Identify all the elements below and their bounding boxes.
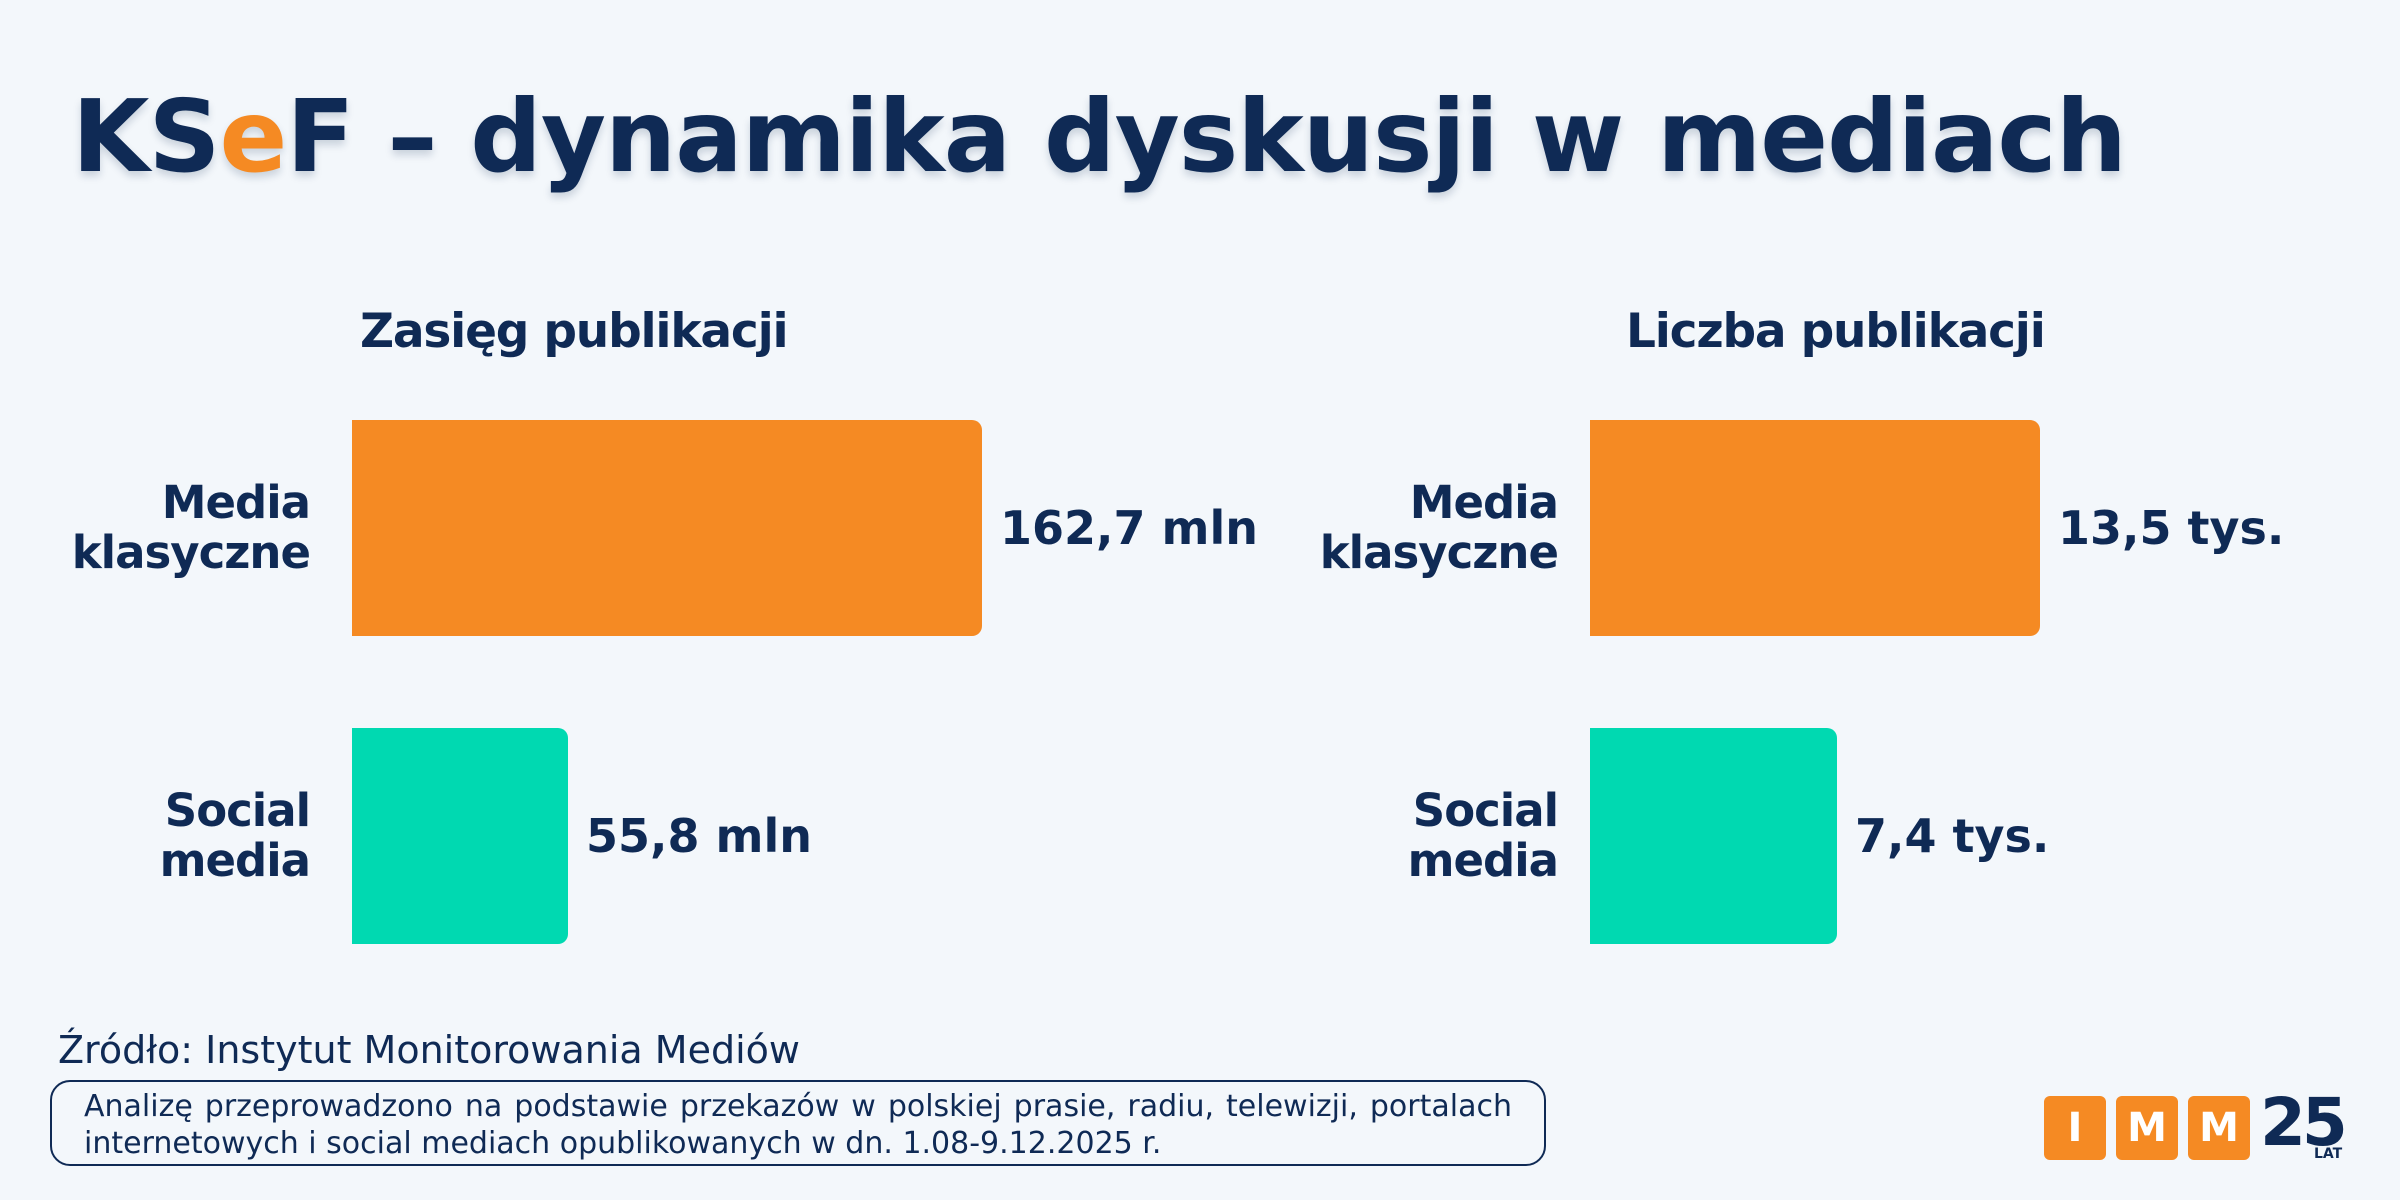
logo-anniversary-lat: LAT — [2314, 1146, 2343, 1162]
chart-title-count: Liczba publikacji — [1626, 304, 2046, 359]
imm-logo: I M M 25 LAT — [2044, 1086, 2364, 1164]
chart-count: Liczba publikacji Media klasyczne 13,5 tys… — [1240, 290, 2340, 970]
value-label-reach-2: 55,8 mln — [586, 809, 812, 863]
title-accent-e: e — [219, 78, 288, 195]
source-text: Źródło: Instytut Monitorowania Mediów — [58, 1028, 800, 1072]
bar-count-2 — [1590, 728, 1837, 944]
chart-reach: Zasięg publikacji Media klasyczne 162,7 ml… — [0, 290, 1258, 970]
category-label-count-1: Media klasyczne — [1319, 476, 1559, 579]
value-label-count-1: 13,5 tys. — [2058, 501, 2285, 555]
category-label-reach-1: Media klasyczne — [71, 476, 311, 579]
logo-tile-i: I — [2044, 1096, 2106, 1160]
methodology-note-text: Analizę przeprowadzono na podstawie prze… — [84, 1089, 1512, 1161]
category-label-count-2: Social media — [1407, 784, 1559, 887]
title-rest: F – dynamika dyskusji w mediach — [286, 78, 2127, 195]
category-label-reach-2: Social media — [159, 784, 311, 887]
logo-tile-m2: M — [2188, 1096, 2250, 1160]
logo-tile-m1: M — [2116, 1096, 2178, 1160]
bar-reach-1 — [352, 420, 982, 636]
title-ks: KS — [72, 78, 221, 195]
bar-reach-2 — [352, 728, 568, 944]
bar-count-1 — [1590, 420, 2040, 636]
methodology-note: Analizę przeprowadzono na podstawie prze… — [50, 1080, 1546, 1166]
value-label-count-2: 7,4 tys. — [1855, 809, 2050, 863]
chart-title-reach: Zasięg publikacji — [360, 304, 789, 359]
page-title: KSeF – dynamika dyskusji w mediach — [72, 72, 2127, 202]
logo-anniversary-number: 25 — [2260, 1084, 2348, 1161]
value-label-reach-1: 162,7 mln — [1000, 501, 1258, 555]
